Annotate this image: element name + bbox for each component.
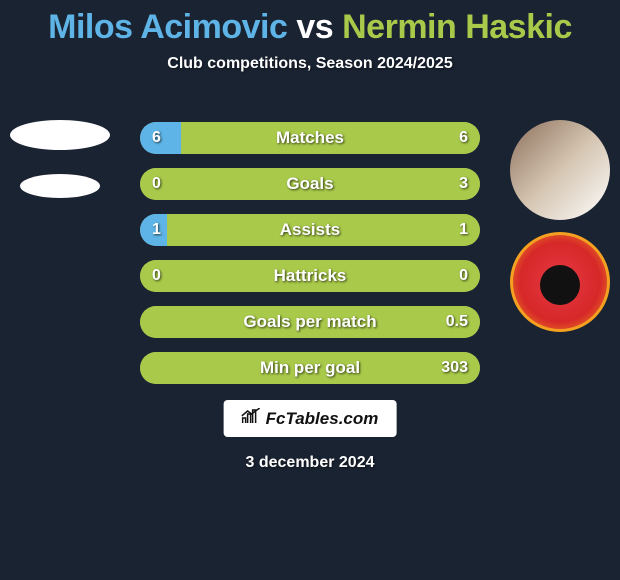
page-title: Milos Acimovic vs Nermin Haskic <box>0 0 620 47</box>
stat-row: 1Assists1 <box>140 214 480 246</box>
subtitle: Club competitions, Season 2024/2025 <box>0 55 620 73</box>
stat-value-right: 303 <box>441 352 468 384</box>
stat-label: Goals <box>140 168 480 200</box>
player2-name: Nermin Haskic <box>342 8 572 46</box>
stat-label: Assists <box>140 214 480 246</box>
player2-club-logo <box>510 232 610 332</box>
vs-text: vs <box>296 8 333 46</box>
site-name: FcTables.com <box>266 409 379 429</box>
right-avatars <box>510 120 610 344</box>
player1-name: Milos Acimovic <box>48 8 287 46</box>
site-badge: FcTables.com <box>224 400 397 437</box>
player1-avatar <box>10 120 110 150</box>
stats-container: 6Matches60Goals31Assists10Hattricks0Goal… <box>140 122 480 398</box>
stat-row: 0Goals3 <box>140 168 480 200</box>
stat-row: Min per goal303 <box>140 352 480 384</box>
stat-label: Goals per match <box>140 306 480 338</box>
date-label: 3 december 2024 <box>246 454 375 472</box>
stat-label: Matches <box>140 122 480 154</box>
stat-label: Min per goal <box>140 352 480 384</box>
stat-row: 0Hattricks0 <box>140 260 480 292</box>
player2-avatar <box>510 120 610 220</box>
stat-value-right: 6 <box>459 122 468 154</box>
chart-icon <box>242 408 262 429</box>
left-avatars <box>10 120 110 222</box>
stat-value-right: 1 <box>459 214 468 246</box>
player1-club-logo <box>20 174 100 198</box>
stat-row: 6Matches6 <box>140 122 480 154</box>
stat-row: Goals per match0.5 <box>140 306 480 338</box>
stat-label: Hattricks <box>140 260 480 292</box>
stat-value-right: 0.5 <box>446 306 468 338</box>
stat-value-right: 3 <box>459 168 468 200</box>
stat-value-right: 0 <box>459 260 468 292</box>
